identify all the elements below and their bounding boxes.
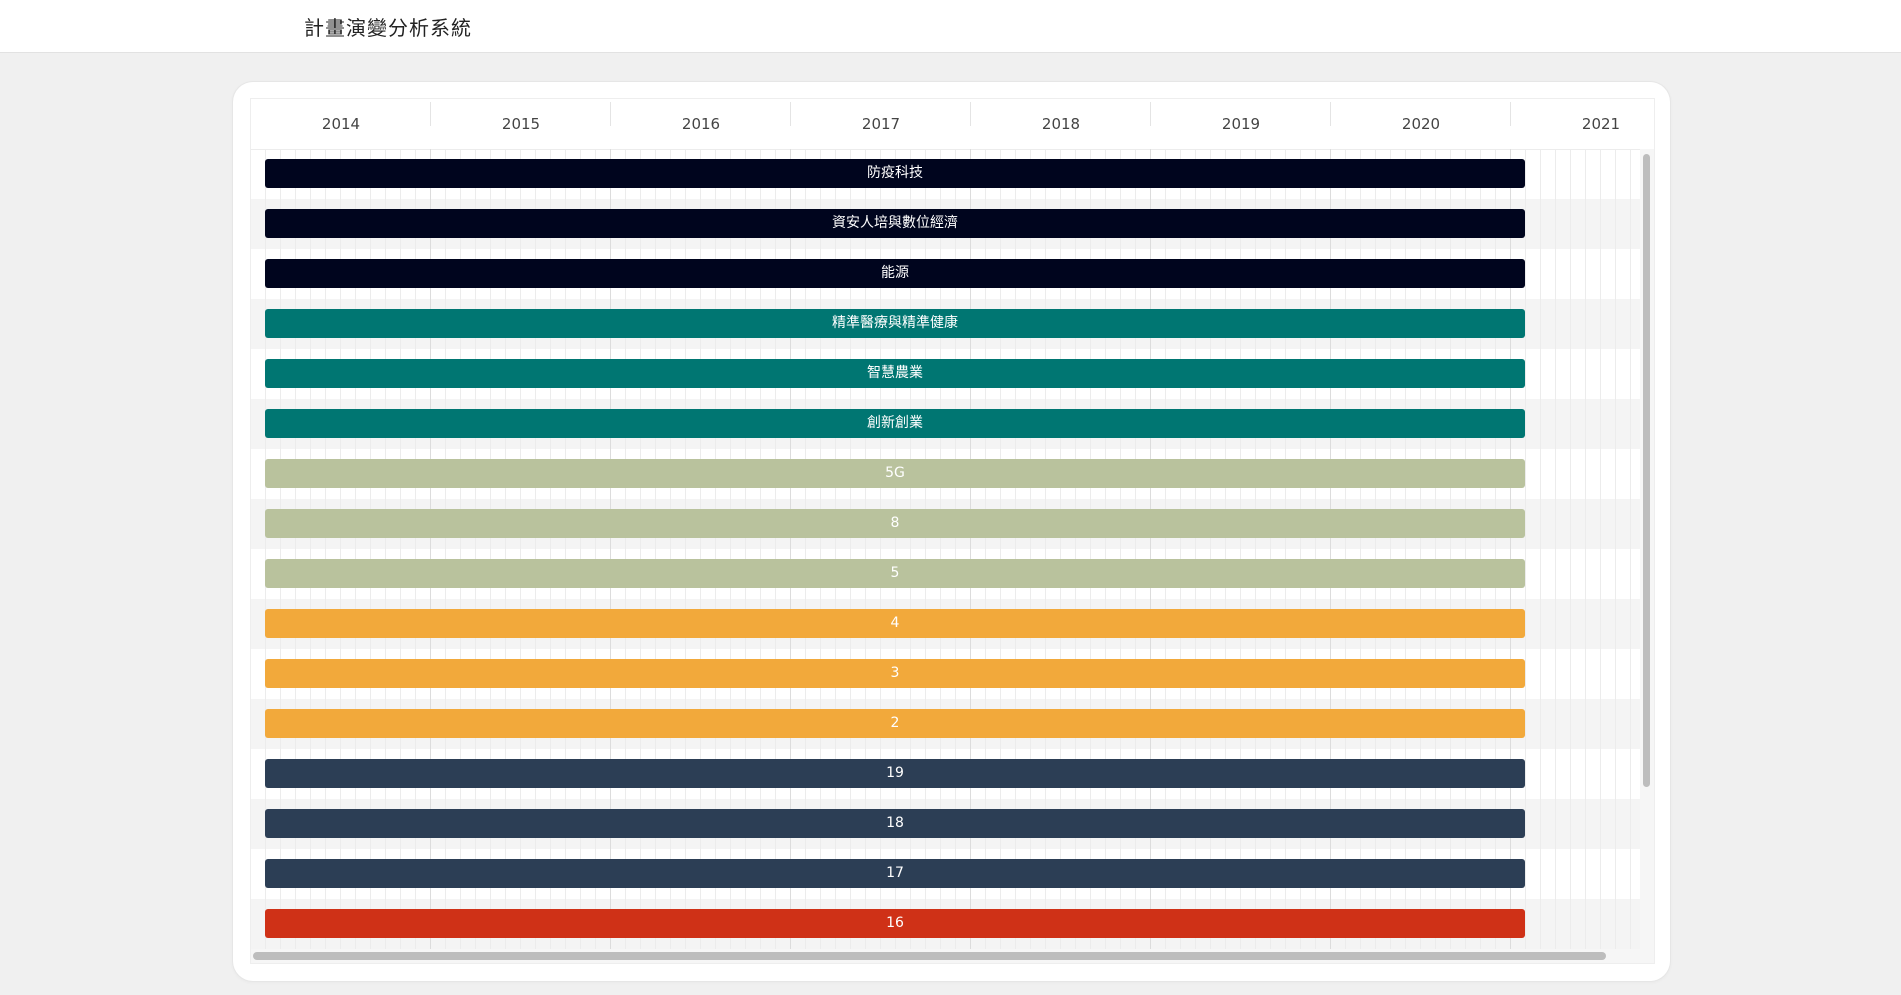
- task-bar[interactable]: 17: [265, 859, 1525, 888]
- task-bar-label: 精準醫療與精準健康: [832, 315, 958, 331]
- year-header-cell: 2014: [251, 99, 431, 149]
- year-label: 2021: [1581, 115, 1621, 133]
- task-bar-label: 智慧農業: [867, 365, 923, 381]
- year-header-cell: 2017: [791, 99, 971, 149]
- task-bar[interactable]: 3: [265, 659, 1525, 688]
- task-bar-label: 19: [886, 765, 904, 781]
- task-bar-label: 2: [890, 715, 900, 731]
- task-bar-label: 5: [890, 565, 900, 581]
- task-bar[interactable]: 創新創業: [265, 409, 1525, 438]
- gantt-card: 2014 2015 2016 2017 2018 2019 2020 2021 防疫科技資安人…: [233, 82, 1670, 981]
- task-bar-label: 17: [886, 865, 904, 881]
- task-bar[interactable]: 智慧農業: [265, 359, 1525, 388]
- year-label: 2014: [321, 115, 361, 133]
- year-separator: [1510, 102, 1511, 126]
- year-label: 2017: [861, 115, 901, 133]
- task-bar-label: 3: [890, 665, 900, 681]
- top-bar: 計畫演變分析系統: [0, 0, 1901, 53]
- task-bar[interactable]: 精準醫療與精準健康: [265, 309, 1525, 338]
- year-header-cell: 2020: [1331, 99, 1511, 149]
- year-label: 2018: [1041, 115, 1081, 133]
- year-header-cell: 2018: [971, 99, 1151, 149]
- task-bar[interactable]: 防疫科技: [265, 159, 1525, 188]
- task-bar-label: 5G: [885, 465, 905, 481]
- task-bar[interactable]: 4: [265, 609, 1525, 638]
- task-bar-label: 創新創業: [867, 415, 923, 431]
- task-bar-label: 18: [886, 815, 904, 831]
- task-bar-label: 4: [890, 615, 900, 631]
- gantt-chart: 2014 2015 2016 2017 2018 2019 2020 2021 防疫科技資安人…: [250, 98, 1655, 964]
- year-separator: [790, 102, 791, 126]
- task-bar[interactable]: 16: [265, 909, 1525, 938]
- horizontal-scrollbar-thumb[interactable]: [253, 952, 1606, 960]
- gantt-body[interactable]: 防疫科技資安人培與數位經濟 能源精準醫療與精準健康 智慧農業創新創業 5G 8 5 4 3 2 1…: [251, 149, 1654, 949]
- year-separator: [1150, 102, 1151, 126]
- year-separator: [1330, 102, 1331, 126]
- app-title: 計畫演變分析系統: [304, 16, 472, 40]
- year-header-cell: 2019: [1151, 99, 1331, 149]
- year-separator: [430, 102, 431, 126]
- timeline-header: 2014 2015 2016 2017 2018 2019 2020 2021: [251, 99, 1654, 150]
- year-label: 2019: [1221, 115, 1261, 133]
- year-header-cell: 2015: [431, 99, 611, 149]
- task-bar-label: 能源: [881, 265, 909, 281]
- task-bar[interactable]: 5: [265, 559, 1525, 588]
- year-separator: [970, 102, 971, 126]
- task-bar-label: 16: [886, 915, 904, 931]
- task-bar[interactable]: 5G: [265, 459, 1525, 488]
- task-bar[interactable]: 8: [265, 509, 1525, 538]
- year-label: 2015: [501, 115, 541, 133]
- task-bar[interactable]: 18: [265, 809, 1525, 838]
- year-separator: [610, 102, 611, 126]
- task-bar-label: 8: [890, 515, 900, 531]
- vertical-scrollbar-thumb[interactable]: [1643, 154, 1650, 787]
- task-bar[interactable]: 2: [265, 709, 1525, 738]
- year-label: 2020: [1401, 115, 1441, 133]
- year-label: 2016: [681, 115, 721, 133]
- task-bar[interactable]: 能源: [265, 259, 1525, 288]
- task-bar-label: 防疫科技: [867, 165, 923, 181]
- task-bar[interactable]: 19: [265, 759, 1525, 788]
- year-header-cell: 2021: [1511, 99, 1654, 149]
- task-bar-label: 資安人培與數位經濟: [832, 215, 958, 231]
- year-header-cell: 2016: [611, 99, 791, 149]
- task-bar[interactable]: 資安人培與數位經濟: [265, 209, 1525, 238]
- horizontal-scrollbar-track[interactable]: [251, 949, 1654, 963]
